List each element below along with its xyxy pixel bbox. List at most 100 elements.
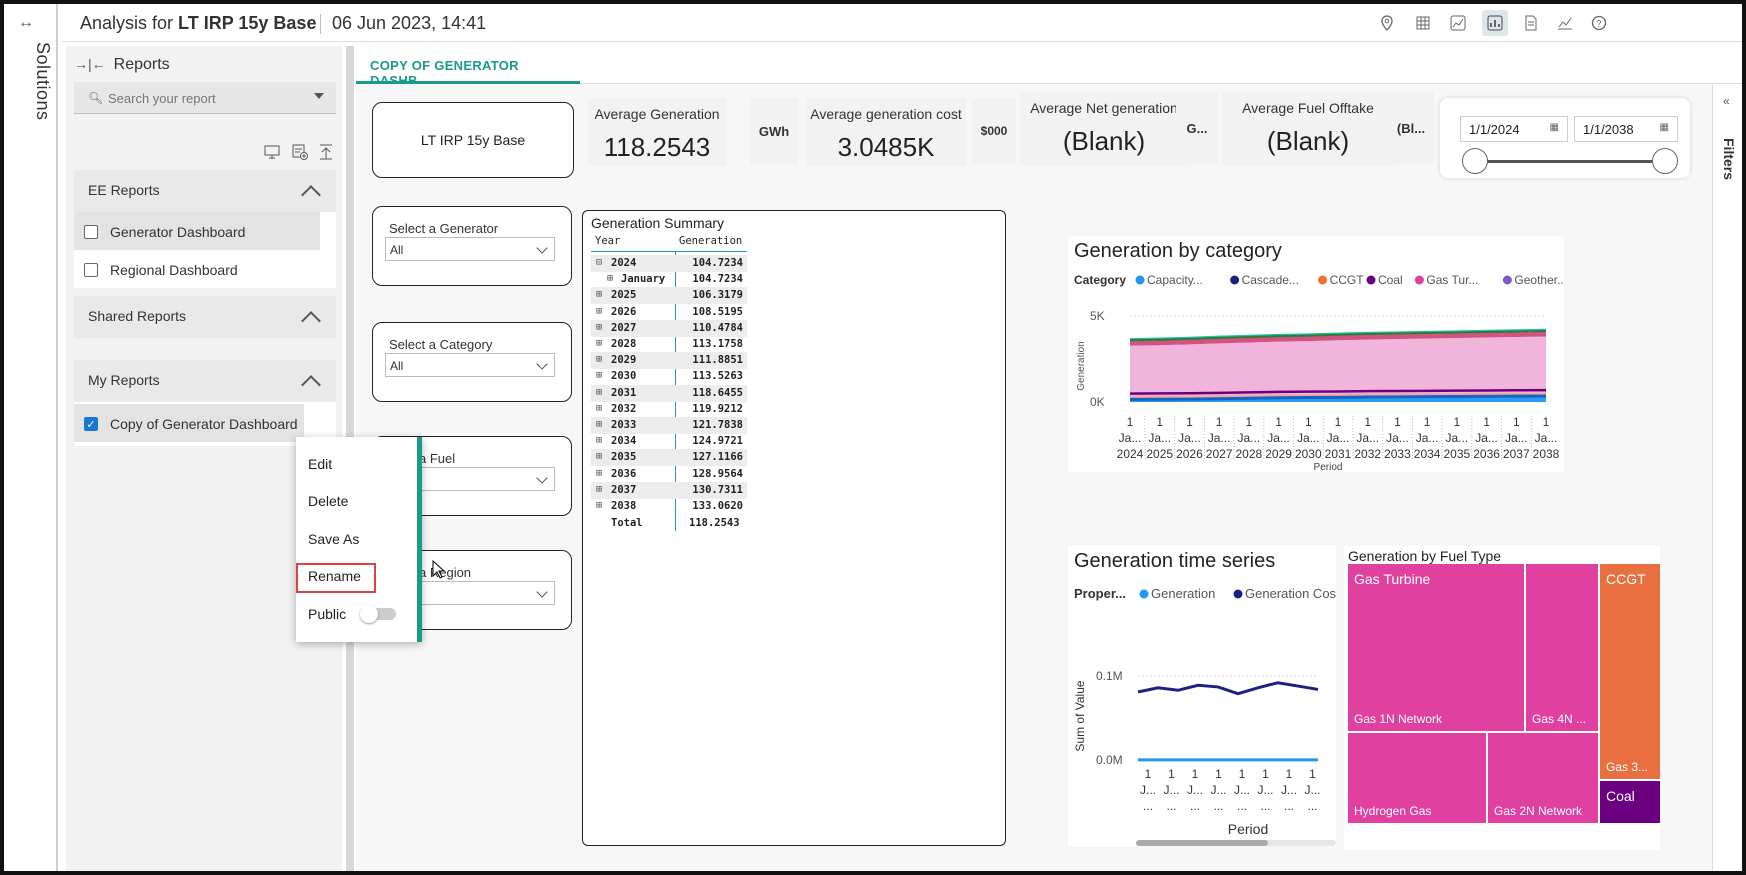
table-row[interactable]: ⊞ 2036 128.9564 — [591, 466, 747, 483]
year-cell: 2024 — [611, 257, 637, 269]
public-toggle[interactable] — [360, 605, 396, 623]
list-item[interactable]: Generator Dashboard — [74, 212, 336, 250]
treemap-label: Gas 1N Network — [1354, 712, 1443, 726]
filters-pane[interactable]: « Filters — [1712, 84, 1742, 871]
year-cell: 2029 — [611, 354, 637, 367]
expand-toggle-icon[interactable]: ⊞ — [596, 500, 603, 511]
expand-toggle-icon[interactable]: ⊞ — [607, 273, 614, 285]
calendar-icon[interactable]: ▦ — [1549, 122, 1559, 133]
table-row[interactable]: ⊞ January 104.7234 — [591, 271, 747, 288]
table-row[interactable]: ⊞ 2026 108.5195 — [591, 304, 747, 321]
x-tick: 1 — [1127, 415, 1134, 429]
report-search[interactable]: 🔍︎ — [74, 82, 336, 114]
table-row[interactable]: ⊞ 2033 121.7838 — [591, 417, 747, 434]
table-row[interactable]: ⊞ 2028 113.1758 — [591, 336, 747, 353]
collapse-panel-icon[interactable]: →|← — [74, 56, 106, 72]
expand-toggle-icon[interactable]: ⊞ — [596, 289, 603, 301]
table-row[interactable]: ⊞ 2037 130.7311 — [591, 481, 747, 499]
chevron-left-icon[interactable]: « — [1723, 94, 1730, 108]
search-input[interactable] — [108, 88, 308, 108]
table-title: Generation Summary — [591, 215, 725, 231]
x-tick: 2033 — [1384, 447, 1411, 461]
year-cell: 2037 — [611, 483, 637, 496]
x-tick: ... — [1237, 799, 1247, 813]
menu-item-edit[interactable]: Edit — [308, 456, 333, 472]
new-report-icon[interactable] — [290, 142, 310, 162]
list-item[interactable]: ✓ Copy of Generator Dashboard — [74, 402, 336, 446]
table-row[interactable]: ⊞ 2034 124.9721 — [591, 433, 747, 450]
expand-toggle-icon[interactable]: ⊟ — [596, 257, 603, 268]
menu-item-rename[interactable]: Rename — [308, 568, 361, 584]
filters-label[interactable]: Filters — [1721, 138, 1737, 181]
x-tick: 2037 — [1503, 447, 1530, 461]
expand-toggle-icon[interactable]: ⊞ — [596, 305, 603, 317]
context-menu: Edit Delete Save As Rename Public — [296, 437, 422, 642]
date-from-input[interactable]: 1/1/2024 ▦ — [1460, 116, 1568, 142]
chevron-up-icon[interactable] — [301, 311, 321, 331]
expand-toggle-icon[interactable]: ⊞ — [596, 338, 603, 349]
chevron-up-icon[interactable] — [301, 185, 321, 205]
report-label: Generator Dashboard — [110, 224, 246, 240]
chevron-up-icon[interactable] — [301, 375, 321, 395]
table-row[interactable]: ⊞ 2032 119.9212 — [591, 401, 747, 418]
expand-toggle-icon[interactable]: ⊞ — [596, 451, 603, 463]
menu-item-delete[interactable]: Delete — [308, 493, 349, 509]
table-row[interactable]: ⊞ 2038 133.0620 — [591, 498, 747, 515]
settings-help-icon[interactable]: ? — [1588, 12, 1610, 34]
expand-toggle-icon[interactable]: ⊞ — [596, 419, 603, 430]
total-value: 118.2543 — [689, 517, 740, 529]
calendar-icon[interactable]: ▦ — [1659, 122, 1669, 133]
chart-edit-icon[interactable] — [1447, 12, 1469, 34]
expand-toggle-icon[interactable]: ⊞ — [596, 321, 603, 333]
legend-entry: Gas Tur... — [1426, 273, 1478, 287]
x-axis-label: Period — [1314, 462, 1343, 472]
upload-icon[interactable] — [316, 142, 336, 162]
present-icon[interactable] — [262, 142, 282, 162]
menu-item-save-as[interactable]: Save As — [308, 531, 360, 547]
table-row[interactable]: ⊞ 2025 106.3179 — [591, 287, 747, 305]
expand-toggle-icon[interactable]: ⊞ — [596, 483, 603, 495]
checkbox[interactable] — [84, 263, 98, 277]
category-select[interactable]: All — [385, 353, 555, 377]
table-row[interactable]: ⊞ 2027 110.4784 — [591, 319, 747, 337]
table-row[interactable]: ⊞ 2031 118.6455 — [591, 384, 747, 402]
section-my-reports[interactable]: My Reports — [74, 360, 336, 402]
table-row[interactable]: ⊟ 2024 104.7234 — [591, 255, 747, 272]
y-axis-label: Sum of Value — [1073, 680, 1087, 751]
section-shared-reports[interactable]: Shared Reports — [74, 296, 336, 338]
column-header-generation[interactable]: Generation — [679, 235, 743, 247]
reports-header[interactable]: →|← Reports — [74, 56, 170, 74]
list-item[interactable]: Regional Dashboard — [74, 250, 336, 288]
generation-summary-table: Generation Summary Year Generation ⊟ 2024… — [582, 210, 1006, 846]
column-header-year[interactable]: Year — [595, 235, 621, 247]
line-chart-icon[interactable] — [1554, 12, 1576, 34]
section-ee-reports[interactable]: EE Reports — [74, 170, 336, 212]
expand-icon[interactable]: ↔ — [18, 14, 34, 31]
checkbox-checked[interactable]: ✓ — [84, 417, 98, 431]
table-row[interactable]: ⊞ 2030 113.5263 — [591, 368, 747, 385]
date-to-input[interactable]: 1/1/2038 ▦ — [1574, 116, 1678, 142]
search-dropdown-icon[interactable] — [314, 93, 324, 99]
solutions-label[interactable]: Solutions — [33, 42, 53, 121]
table-row[interactable]: ⊞ 2035 127.1166 — [591, 449, 747, 467]
generator-select[interactable]: All — [385, 237, 555, 261]
expand-toggle-icon[interactable]: ⊞ — [596, 435, 603, 447]
table-row[interactable]: ⊞ 2029 111.8851 — [591, 352, 747, 370]
checkbox[interactable] — [84, 225, 98, 239]
x-tick: 2032 — [1354, 447, 1381, 461]
table-icon[interactable] — [1412, 12, 1434, 34]
range-handle-start[interactable] — [1462, 148, 1488, 174]
reports-panel: →|← Reports 🔍︎ EE Reports Generator Dashb… — [66, 46, 342, 871]
report-chart-icon[interactable] — [1482, 10, 1508, 36]
expand-toggle-icon[interactable]: ⊞ — [596, 402, 603, 414]
x-tick: 2035 — [1444, 447, 1471, 461]
map-pin-icon[interactable] — [1376, 12, 1398, 34]
range-handle-end[interactable] — [1652, 148, 1678, 174]
x-tick: 1 — [1216, 415, 1223, 429]
expand-toggle-icon[interactable]: ⊞ — [596, 467, 603, 479]
document-icon[interactable] — [1520, 12, 1542, 34]
expand-toggle-icon[interactable]: ⊞ — [596, 386, 603, 398]
tab-copy-of-generator-dashboard[interactable]: COPY OF GENERATOR DASHB... — [356, 46, 580, 88]
expand-toggle-icon[interactable]: ⊞ — [596, 354, 603, 366]
expand-toggle-icon[interactable]: ⊞ — [596, 370, 603, 382]
